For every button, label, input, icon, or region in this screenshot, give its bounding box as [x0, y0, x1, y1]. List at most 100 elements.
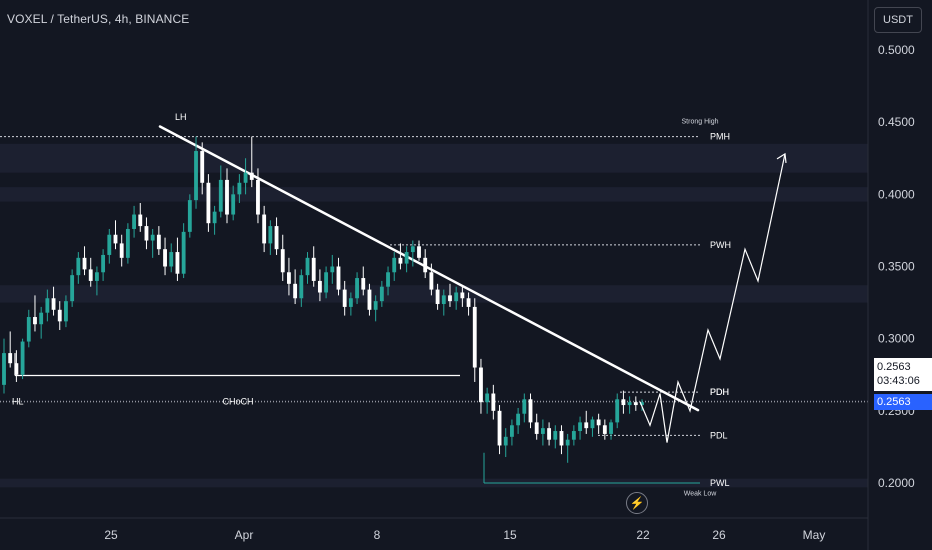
y-tick-label: 0.4500: [878, 115, 915, 129]
level-lines: [0, 125, 868, 484]
candle-countdown: 03:43:06: [877, 375, 920, 387]
pwl-label: PWL: [710, 478, 730, 488]
x-tick-label: Apr: [235, 528, 254, 542]
candle-body: [596, 419, 601, 426]
symbol-title[interactable]: VOXEL / TetherUS, 4h, BINANCE: [7, 12, 190, 26]
candle-body: [113, 234, 118, 244]
candle-body: [2, 353, 6, 385]
y-tick-label: 0.4000: [878, 187, 915, 201]
candle-body: [212, 211, 217, 224]
candle-body: [14, 363, 19, 375]
candle-body: [119, 243, 124, 258]
candle-body: [590, 419, 595, 429]
candle-body: [39, 312, 44, 325]
candle-body: [156, 234, 161, 250]
candle-body: [200, 151, 205, 183]
candle-body: [125, 228, 130, 258]
candle-body: [194, 151, 198, 201]
candle-body: [404, 252, 409, 264]
candle-body: [547, 428, 552, 440]
candle-body: [417, 246, 421, 258]
candle-body: [206, 182, 211, 224]
candle-body: [510, 425, 514, 437]
candle-body: [70, 275, 75, 302]
candle-body: [379, 286, 384, 302]
candle-body: [187, 200, 192, 232]
strong-high-label: Strong High: [682, 119, 719, 126]
candle-body: [243, 172, 248, 183]
pdh-overlap-label: PDH: [710, 387, 729, 397]
candle-body: [466, 298, 471, 307]
candle-body: [553, 431, 558, 440]
candle-body: [497, 410, 502, 446]
candle-body: [317, 280, 322, 293]
candle-body: [355, 278, 359, 299]
candle-body: [249, 172, 254, 180]
currency-button[interactable]: USDT: [874, 7, 922, 33]
candle-body: [373, 301, 378, 310]
y-tick-label: 0.3000: [878, 332, 915, 346]
candle-body: [609, 422, 613, 434]
y-tick-label: 0.2000: [878, 476, 915, 490]
candle-body: [392, 257, 397, 273]
pdh-label: PDH: [710, 387, 729, 397]
candle-body: [640, 402, 644, 406]
candle-body: [348, 298, 353, 307]
candle-body: [169, 252, 174, 267]
candle-body: [522, 399, 527, 414]
candle-body: [633, 402, 638, 406]
x-tick-label: 22: [636, 528, 650, 542]
candle-body: [559, 431, 564, 446]
candle-body: [94, 272, 99, 281]
choch-label: CHoCH: [222, 396, 253, 406]
zone-band: [0, 187, 868, 202]
x-tick-label: 25: [104, 528, 118, 542]
candle-body: [423, 257, 428, 273]
candle-body: [448, 295, 452, 302]
pdl-label: PDL: [710, 430, 728, 440]
candle-body: [132, 214, 136, 229]
candle-body: [361, 278, 366, 290]
candle-body: [342, 289, 347, 307]
candle-body: [57, 309, 62, 322]
candle-body: [268, 226, 273, 244]
candle-body: [454, 292, 459, 302]
candle-body: [101, 254, 106, 273]
hl-label: HL: [12, 396, 24, 406]
zone-band: [0, 143, 868, 173]
zone-bands: [0, 143, 868, 488]
x-tick-label: 15: [503, 528, 517, 542]
y-tick-label: 0.5000: [878, 43, 915, 57]
x-tick-label: May: [803, 528, 826, 542]
candle-body: [441, 295, 446, 305]
candle-body: [20, 341, 25, 375]
candle-body: [45, 298, 50, 313]
candle-body: [602, 425, 607, 434]
x-tick-label: 8: [374, 528, 381, 542]
candle-body: [534, 422, 539, 434]
candle-body: [410, 246, 415, 253]
candle-body: [218, 179, 223, 212]
candle-body: [8, 353, 13, 364]
candle-body: [435, 289, 440, 305]
projection-path: [639, 153, 786, 443]
candle-body: [231, 194, 236, 215]
candle-body: [540, 428, 545, 434]
candle-body: [516, 413, 521, 426]
candle-body: [386, 272, 390, 287]
candle-body: [293, 283, 298, 299]
candle-body: [287, 272, 291, 284]
candle-body: [503, 436, 508, 446]
candle-body: [299, 275, 304, 299]
candle-body: [107, 234, 112, 255]
candle-body: [237, 182, 242, 195]
candle-body: [491, 393, 496, 411]
candle-body: [262, 214, 267, 244]
candle-body: [367, 289, 372, 310]
candle-body: [225, 179, 229, 215]
candle-body: [584, 422, 589, 429]
lightning-icon[interactable]: ⚡: [626, 492, 648, 514]
